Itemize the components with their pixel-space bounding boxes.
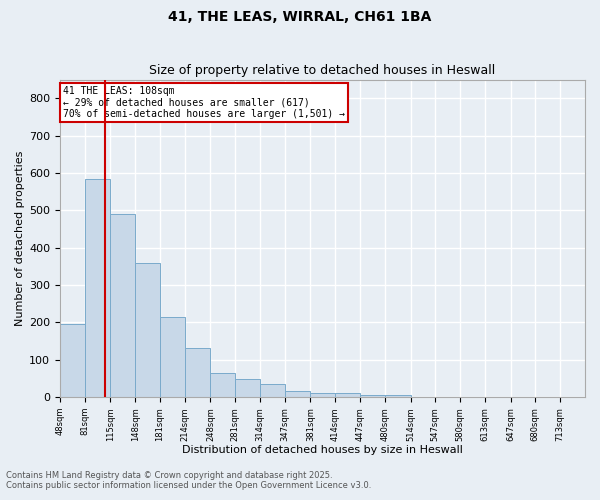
Bar (110, 214, 135, 397)
Bar (211, 373, 235, 397)
Bar (160, 317, 185, 397)
Bar (385, 396, 410, 397)
Bar (60, 324, 85, 397)
X-axis label: Distribution of detached houses by size in Heswall: Distribution of detached houses by size … (182, 445, 463, 455)
Bar (310, 394, 335, 397)
Bar (285, 390, 310, 397)
Bar (335, 393, 360, 397)
Text: 41 THE LEAS: 108sqm
← 29% of detached houses are smaller (617)
70% of semi-detac: 41 THE LEAS: 108sqm ← 29% of detached ho… (62, 86, 344, 119)
Title: Size of property relative to detached houses in Heswall: Size of property relative to detached ho… (149, 64, 496, 77)
Bar (135, 262, 160, 397)
Bar (185, 348, 211, 397)
Bar (235, 380, 260, 397)
Bar (260, 384, 285, 397)
Bar (85, 178, 110, 397)
Bar (360, 394, 385, 397)
Text: Contains HM Land Registry data © Crown copyright and database right 2025.
Contai: Contains HM Land Registry data © Crown c… (6, 470, 371, 490)
Y-axis label: Number of detached properties: Number of detached properties (15, 150, 25, 326)
Text: 41, THE LEAS, WIRRAL, CH61 1BA: 41, THE LEAS, WIRRAL, CH61 1BA (169, 10, 431, 24)
